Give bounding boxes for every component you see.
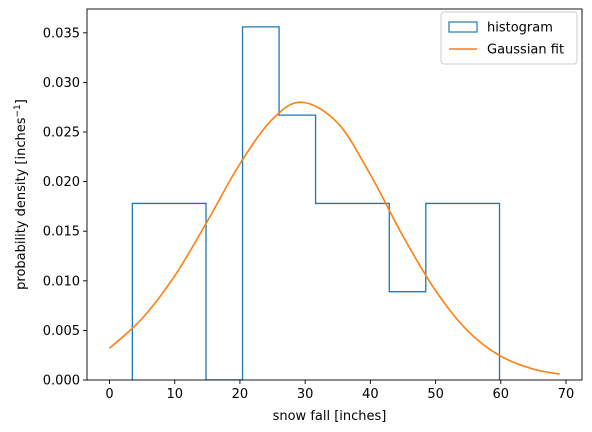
y-tick-label: 0.020 bbox=[43, 175, 80, 190]
y-tick-label: 0.010 bbox=[43, 274, 80, 289]
y-tick-label: 0.025 bbox=[43, 126, 80, 141]
histogram-bin bbox=[279, 115, 316, 380]
plot-area bbox=[108, 26, 560, 380]
x-tick-label: 40 bbox=[362, 387, 379, 402]
histogram-bin bbox=[316, 203, 390, 380]
y-tick-label: 0.000 bbox=[43, 374, 80, 389]
legend: histogram Gaussian fit bbox=[440, 11, 578, 65]
x-tick-label: 60 bbox=[493, 387, 510, 402]
y-tick-label: 0.015 bbox=[43, 225, 80, 240]
y-axis-label-main: probability density [inches bbox=[14, 117, 29, 290]
y-tick-label: 0.035 bbox=[43, 26, 80, 41]
histogram-outline bbox=[131, 26, 501, 380]
x-tick-label: 70 bbox=[558, 387, 575, 402]
legend-label: histogram bbox=[487, 21, 553, 36]
legend-label: Gaussian fit bbox=[487, 43, 564, 58]
y-tick-label: 0.030 bbox=[43, 76, 80, 91]
x-tick-label: 30 bbox=[297, 387, 314, 402]
y-axis-label: probability density [inches−1] bbox=[13, 99, 29, 290]
x-tick-label: 50 bbox=[427, 387, 444, 402]
axes-frame bbox=[86, 8, 583, 381]
x-tick-label: 0 bbox=[105, 387, 113, 402]
y-axis-label-exponent: −1 bbox=[13, 104, 23, 117]
x-tick-label: 20 bbox=[232, 387, 249, 402]
axes: 0 10 20 30 40 50 60 70 0.000 0.005 0.010 0.015 0.020… bbox=[43, 8, 583, 402]
gaussian-fit-line bbox=[108, 101, 560, 375]
x-axis-label: snow fall [inches] bbox=[273, 409, 387, 424]
y-tick-label: 0.005 bbox=[43, 324, 80, 339]
legend-box bbox=[440, 11, 578, 65]
legend-histogram-swatch bbox=[448, 21, 478, 33]
y-axis-label-close: ] bbox=[14, 99, 29, 104]
histogram-bin bbox=[389, 292, 426, 380]
histogram-bin bbox=[132, 203, 206, 380]
x-tick-label: 10 bbox=[166, 387, 183, 402]
histogram-bin bbox=[243, 27, 280, 380]
